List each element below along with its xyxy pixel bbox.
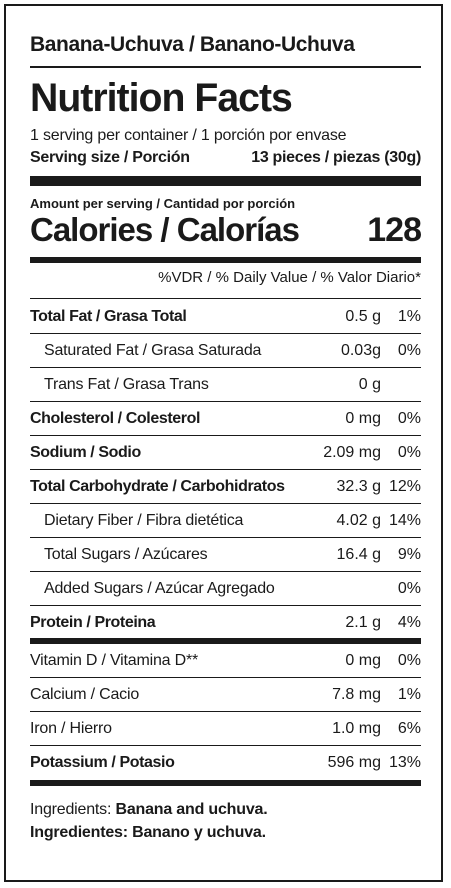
nutrient-row: Dietary Fiber / Fibra dietética 4.02 g 14% — [30, 504, 421, 538]
divider — [30, 605, 421, 606]
nutrient-amount: 2.09 mg — [323, 444, 381, 461]
nutrient-daily-value: 0% — [397, 652, 421, 669]
nutrient-amount: 7.8 mg — [332, 686, 381, 703]
nutrient-amount: 32.3 g — [336, 478, 381, 495]
divider — [30, 745, 421, 746]
nutrient-name: Total Carbohydrate / Carbohidratos — [30, 478, 285, 495]
nutrient-daily-value: 0% — [397, 342, 421, 359]
serving-size-label: Serving size / Porción — [30, 149, 190, 166]
nutrient-name: Sodium / Sodio — [30, 444, 141, 461]
divider — [30, 66, 421, 68]
nutrient-row: Saturated Fat / Grasa Saturada 0.03g 0% — [30, 334, 421, 368]
nutrient-name: Dietary Fiber / Fibra dietética — [44, 512, 244, 529]
nutrient-row: Sodium / Sodio 2.09 mg 0% — [30, 436, 421, 470]
nutrient-row: Vitamin D / Vitamina D** 0 mg 0% — [30, 644, 421, 678]
calories-label: Calories / Calorías — [30, 211, 300, 248]
nutrient-name: Potassium / Potasio — [30, 754, 175, 771]
ingredients-en-text: Banana and uchuva. — [115, 801, 268, 818]
serving-size-row: Serving size / Porción 13 pieces / pieza… — [30, 149, 421, 167]
divider — [30, 435, 421, 436]
nutrient-amount: 0.5 g — [345, 308, 381, 325]
nutrient-amount: 0 mg — [345, 410, 381, 427]
nutrient-name: Trans Fat / Grasa Trans — [44, 376, 209, 393]
medium-divider — [30, 780, 421, 786]
nutrient-daily-value: 1% — [397, 686, 421, 703]
nutrient-amount: 2.1 g — [345, 614, 381, 631]
nutrient-amount: 1.0 mg — [332, 720, 381, 737]
divider — [30, 298, 421, 299]
ingredients-es-text: Banano y uchuva. — [132, 824, 266, 841]
product-name: Banana-Uchuva / Banano-Uchuva — [30, 33, 355, 56]
divider — [30, 537, 421, 538]
nutrient-row: Potassium / Potasio 596 mg 13% — [30, 746, 421, 780]
nutrient-row: Protein / Proteina 2.1 g 4% — [30, 606, 421, 640]
calories-row: Calories / Calorías 128 — [30, 211, 422, 250]
ingredients-en: Ingredients: Banana and uchuva. — [30, 798, 268, 821]
nutrient-name: Total Sugars / Azúcares — [44, 546, 208, 563]
medium-divider — [30, 257, 421, 263]
nutrient-name: Total Fat / Grasa Total — [30, 308, 187, 325]
nutrient-row: Trans Fat / Grasa Trans 0 g — [30, 368, 421, 402]
nutrient-daily-value: 0% — [397, 580, 421, 597]
nutrient-name: Cholesterol / Colesterol — [30, 410, 200, 427]
nutrient-amount: 0 g — [358, 376, 381, 393]
nutrient-name: Added Sugars / Azúcar Agregado — [44, 580, 275, 597]
nutrient-amount: 16.4 g — [336, 546, 381, 563]
nutrient-daily-value: 1% — [397, 308, 421, 325]
ingredients-es-label: Ingredientes: — [30, 824, 128, 841]
nutrient-daily-value: 12% — [388, 478, 421, 495]
ingredients-es: Ingredientes: Banano y uchuva. — [30, 821, 267, 844]
nutrient-row: Total Sugars / Azúcares 16.4 g 9% — [30, 538, 421, 572]
nutrient-daily-value: 4% — [397, 614, 421, 631]
nutrient-amount: 0.03g — [340, 342, 381, 359]
nutrient-daily-value: 0% — [397, 410, 421, 427]
daily-value-header: %VDR / % Daily Value / % Valor Diario* — [158, 269, 421, 286]
amount-per-serving: Amount per serving / Cantidad por porció… — [30, 196, 296, 211]
nutrient-amount: 4.02 g — [336, 512, 381, 529]
nutrient-name: Calcium / Cacio — [30, 686, 140, 703]
nutrient-row: Added Sugars / Azúcar Agregado 0% — [30, 572, 421, 606]
nutrient-row: Total Fat / Grasa Total 0.5 g 1% — [30, 300, 421, 334]
divider — [30, 333, 421, 334]
nutrient-row: Total Carbohydrate / Carbohidratos 32.3 g… — [30, 470, 421, 504]
servings-per-container: 1 serving per container / 1 porción por … — [30, 127, 347, 144]
nutrient-name: Saturated Fat / Grasa Saturada — [44, 342, 262, 359]
divider — [30, 677, 421, 678]
serving-size-value: 13 pieces / piezas (30g) — [251, 149, 421, 166]
nutrient-amount: 596 mg — [327, 754, 381, 771]
divider — [30, 367, 421, 368]
nutrient-daily-value: 0% — [397, 444, 421, 461]
divider — [30, 503, 421, 504]
calories-value: 128 — [367, 211, 422, 249]
nutrient-name: Vitamin D / Vitamina D** — [30, 652, 199, 669]
divider — [30, 401, 421, 402]
medium-divider — [30, 638, 421, 644]
ingredients-en-label: Ingredients: — [30, 801, 112, 818]
divider — [30, 711, 421, 712]
nutrient-daily-value: 13% — [388, 754, 421, 771]
nutrient-row: Iron / Hierro 1.0 mg 6% — [30, 712, 421, 746]
nutrient-name: Iron / Hierro — [30, 720, 112, 737]
nutrient-row: Cholesterol / Colesterol 0 mg 0% — [30, 402, 421, 436]
divider — [30, 469, 421, 470]
nutrient-amount: 0 mg — [345, 652, 381, 669]
nutrient-daily-value: 9% — [397, 546, 421, 563]
nutrition-label: Banana-Uchuva / Banano-Uchuva Nutrition … — [4, 4, 443, 882]
nutrient-row: Calcium / Cacio 7.8 mg 1% — [30, 678, 421, 712]
nutrient-daily-value: 6% — [397, 720, 421, 737]
thick-divider — [30, 176, 421, 186]
nutrient-daily-value: 14% — [388, 512, 421, 529]
nutrient-name: Protein / Proteina — [30, 614, 156, 631]
ingredients: Ingredients: Banana and uchuva. Ingredie… — [30, 798, 268, 844]
divider — [30, 571, 421, 572]
nutrition-facts-title: Nutrition Facts — [30, 76, 293, 120]
